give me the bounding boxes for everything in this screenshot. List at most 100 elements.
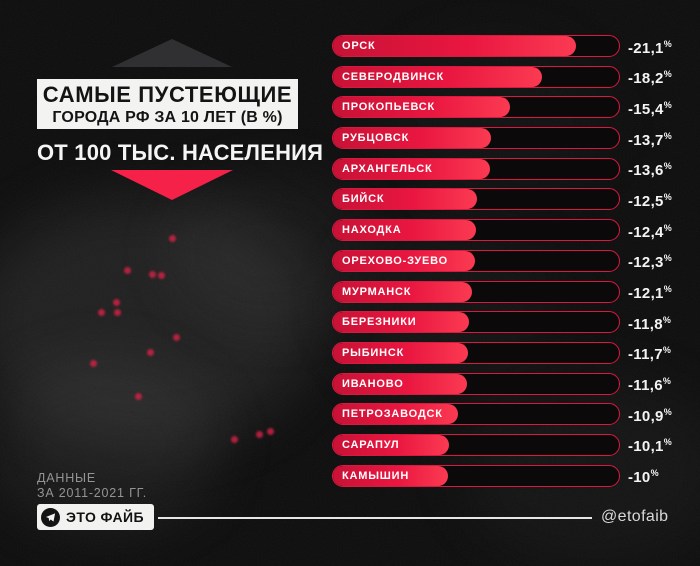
bar-value-label: -10,9% [628, 406, 673, 425]
bar-value-label: -13,7% [628, 130, 673, 149]
bar-track: ПЕТРОЗАВОДСК [332, 403, 620, 426]
bar-value-label: -12,4% [628, 222, 673, 241]
bar-fill [333, 312, 469, 333]
brand-badge-label: ЭТО ФАЙБ [66, 509, 144, 525]
bar-track: КАМЫШИН [332, 464, 620, 487]
bar-fill [333, 404, 459, 425]
bar-value-label: -11,7% [628, 345, 672, 364]
bar-city-label: ПЕТРОЗАВОДСК [342, 408, 443, 421]
bar-city-label: РУБЦОВСК [342, 132, 410, 145]
bar-track: МУРМАНСК [332, 280, 620, 303]
data-source-line2: ЗА 2011-2021 ГГ. [37, 485, 147, 500]
map-dot [169, 235, 176, 242]
map-dot [113, 299, 120, 306]
bar-row: ПРОКОПЬЕВСК -15,4% [332, 96, 673, 119]
bar-row: КАМЫШИН -10% [332, 464, 672, 487]
bar-row: РУБЦОВСК -13,7% [332, 127, 673, 150]
brand-badge: ЭТО ФАЙБ [37, 504, 154, 530]
bar-value-label: -15,4% [628, 99, 673, 118]
bar-row: ОРЕХОВО-ЗУЕВО -12,3% [332, 249, 673, 272]
map-dot [267, 428, 274, 435]
bar-row: НАХОДКА -12,4% [332, 219, 673, 242]
background-blob [0, 195, 320, 445]
bar-track: СЕВЕРОДВИНСК [332, 65, 620, 88]
map-dot [90, 360, 97, 367]
bar-row: БИЙСК -12,5% [332, 188, 673, 211]
bar-value-label: -12,1% [628, 284, 673, 302]
bar-row: АРХАНГЕЛЬСК -13,6% [332, 157, 673, 180]
telegram-icon [41, 507, 60, 527]
bar-track: РЫБИНСК [332, 341, 620, 364]
bar-city-label: МУРМАНСК [342, 285, 412, 298]
map-dot [114, 309, 121, 316]
bar-value-label: -12,3% [628, 253, 673, 272]
bar-fill [333, 434, 450, 455]
bar-city-label: СЕВЕРОДВИНСК [342, 70, 445, 83]
bar-track: ИВАНОВО [332, 372, 620, 395]
page-title: САМЫЕ ПУСТЕЮЩИЕ [42, 81, 293, 107]
map-dot [256, 431, 263, 438]
bar-row: ПЕТРОЗАВОДСК -10,9% [332, 403, 673, 426]
bar-row: ИВАНОВО -11,6% [332, 372, 672, 395]
bar-city-label: РЫБИНСК [342, 346, 405, 359]
bar-track: ОРСК [332, 35, 620, 57]
bar-value-label: -21,1% [628, 38, 673, 57]
bar-fill [333, 220, 476, 241]
social-handle: @etofaib [601, 508, 669, 525]
bar-row: РЫБИНСК -11,7% [332, 341, 672, 364]
bar-chart: ОРСК -21,1% СЕВЕРОДВИНСК -18,2% ПРОКОПЬЕ… [332, 35, 672, 487]
bar-city-label: ИВАНОВО [342, 377, 404, 390]
bar-city-label: БИЙСК [342, 193, 385, 206]
map-dot [147, 349, 154, 356]
title-box: САМЫЕ ПУСТЕЮЩИЕ ГОРОДА РФ ЗА 10 ЛЕТ (В %… [37, 79, 298, 129]
bar-track: ПРОКОПЬЕВСК [332, 96, 620, 119]
bar-fill [333, 128, 491, 149]
bar-value-label: -12,5% [628, 191, 673, 210]
map-dot [231, 436, 238, 443]
triangle-down-icon [111, 170, 233, 200]
bar-value-label: -11,6% [628, 376, 672, 395]
bar-city-label: БЕРЕЗНИКИ [342, 316, 417, 329]
bar-row: САРАПУЛ -10,1% [332, 433, 673, 456]
bar-city-label: КАМЫШИН [342, 469, 410, 482]
bar-fill [333, 373, 467, 394]
bar-row: МУРМАНСК -12,1% [332, 280, 673, 303]
bar-city-label: ОРСК [342, 40, 376, 52]
bar-fill [333, 158, 490, 179]
bar-track: БИЙСК [332, 188, 620, 211]
bar-track: САРАПУЛ [332, 433, 620, 456]
bar-value-label: -10,1% [628, 437, 673, 456]
bar-city-label: АРХАНГЕЛЬСК [342, 162, 433, 175]
bar-city-label: САРАПУЛ [342, 438, 400, 451]
bar-fill [333, 97, 511, 118]
bar-row: БЕРЕЗНИКИ -11,8% [332, 311, 672, 334]
bar-value-label: -11,8% [628, 314, 672, 333]
bar-city-label: ПРОКОПЬЕВСК [342, 101, 436, 114]
bar-fill [333, 250, 475, 271]
bar-track: РУБЦОВСК [332, 127, 620, 150]
footer-divider-line [158, 517, 592, 519]
map-dot [98, 309, 105, 316]
page-subtitle: ОТ 100 ТЫС. НАСЕЛЕНИЯ [37, 140, 324, 165]
map-dot [135, 393, 142, 400]
data-source-note: ДАННЫЕ ЗА 2011-2021 ГГ. [37, 471, 147, 500]
map-dot [158, 272, 165, 279]
bar-row: СЕВЕРОДВИНСК -18,2% [332, 65, 672, 88]
bar-city-label: НАХОДКА [342, 224, 402, 237]
bar-fill [333, 66, 543, 87]
bar-track: АРХАНГЕЛЬСК [332, 157, 620, 180]
bar-row: ОРСК -21,1% [332, 35, 672, 57]
bar-fill [333, 281, 473, 302]
triangle-up-icon [112, 39, 232, 67]
map-dot [173, 334, 180, 341]
bar-value-label: -13,6% [628, 161, 673, 180]
map-dot [124, 267, 131, 274]
bar-city-label: ОРЕХОВО-ЗУЕВО [342, 254, 449, 267]
bar-fill [333, 189, 477, 210]
data-source-line1: ДАННЫЕ [37, 471, 97, 485]
bar-fill [333, 465, 449, 486]
bar-track: ОРЕХОВО-ЗУЕВО [332, 249, 620, 272]
bar-track: НАХОДКА [332, 219, 620, 242]
bar-fill [333, 342, 468, 363]
